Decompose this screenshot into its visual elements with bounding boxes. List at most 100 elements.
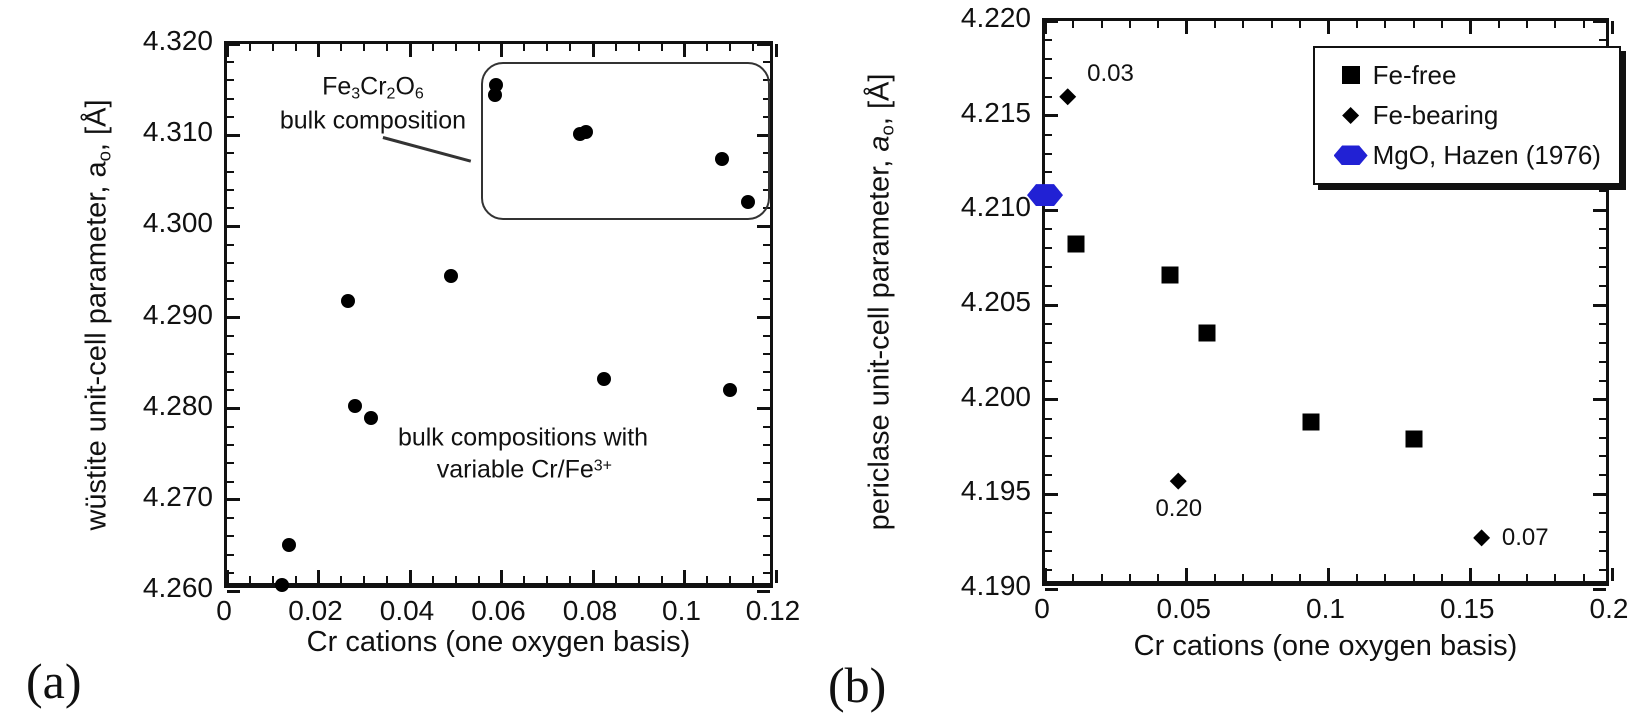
- y-tick: [1045, 19, 1058, 23]
- annotation-text: Fe3Cr2O6: [322, 72, 424, 103]
- x-tick-label: 0.1: [662, 595, 701, 626]
- y-tick: [763, 115, 770, 118]
- y-tick: [763, 61, 770, 64]
- x-tick: [294, 576, 297, 583]
- legend-entry: Fe-free: [1329, 60, 1601, 91]
- y-tick: [1045, 95, 1052, 98]
- annotation-leader-line: [382, 136, 472, 163]
- text-segment: o: [876, 125, 898, 136]
- y-tick: [1599, 341, 1606, 344]
- y-tick: [763, 352, 770, 355]
- x-tick: [1582, 574, 1585, 581]
- y-tick: [1599, 512, 1606, 515]
- x-tick: [660, 44, 663, 51]
- data-point-circle: [364, 410, 379, 425]
- y-tick: [227, 61, 234, 64]
- x-tick: [614, 44, 617, 51]
- x-tick: [1554, 21, 1557, 28]
- x-tick: [1185, 568, 1189, 581]
- x-tick-label: 0: [216, 595, 232, 626]
- y-tick-label: 4.200: [960, 380, 1031, 412]
- x-tick: [1270, 574, 1273, 581]
- x-tick: [386, 576, 389, 583]
- x-tick: [1043, 21, 1047, 34]
- y-tick: [1045, 228, 1052, 231]
- legend-marker-cell: [1329, 145, 1373, 166]
- x-tick: [454, 44, 457, 51]
- y-tick: [763, 280, 770, 283]
- data-point-diamond: [1169, 472, 1187, 490]
- y-tick-label: 4.280: [142, 389, 213, 421]
- x-tick: [500, 44, 503, 57]
- y-tick: [757, 498, 770, 502]
- y-tick-label: 4.260: [142, 572, 213, 603]
- y-tick: [227, 79, 234, 82]
- y-tick: [1593, 208, 1606, 212]
- x-tick: [1440, 21, 1443, 28]
- y-tick: [1045, 133, 1052, 136]
- x-tick: [752, 576, 755, 583]
- y-tick: [227, 42, 240, 46]
- y-tick: [763, 462, 770, 465]
- data-point-circle: [741, 194, 756, 209]
- data-point-diamond: [1473, 529, 1491, 547]
- y-tick-label: 4.290: [142, 298, 213, 330]
- panel-label-a: (a): [26, 653, 82, 709]
- y-tick: [763, 371, 770, 374]
- y-tick: [227, 389, 234, 392]
- y-tick: [1599, 322, 1606, 325]
- plot-area-a: Fe3Cr2O6 bulk composition bulk composition…: [224, 41, 778, 593]
- y-tick-label: 4.210: [960, 191, 1031, 223]
- x-tick: [363, 576, 366, 583]
- text-segment: 2: [386, 85, 396, 103]
- data-point-label: 0.20: [1155, 495, 1203, 523]
- y-tick: [1599, 360, 1606, 363]
- x-tick: [591, 44, 595, 57]
- y-tick: [1599, 455, 1606, 458]
- diamond-legend-icon: [1342, 106, 1360, 124]
- y-tick: [227, 589, 240, 593]
- data-point-circle: [444, 269, 459, 284]
- x-tick: [1525, 21, 1528, 28]
- y-tick: [227, 224, 240, 228]
- y-tick: [1045, 247, 1052, 250]
- x-tick: [340, 44, 343, 51]
- y-tick: [1599, 38, 1606, 41]
- y-tick: [227, 425, 234, 428]
- y-tick: [1599, 474, 1606, 477]
- y-tick: [763, 170, 770, 173]
- y-tick: [227, 571, 234, 574]
- annotation-text: bulk compositions with: [398, 423, 648, 452]
- x-tick-label: 0.2: [1589, 593, 1629, 624]
- y-tick: [1599, 379, 1606, 382]
- y-tick: [1599, 190, 1606, 193]
- x-tick: [1610, 21, 1614, 34]
- y-tick: [763, 243, 770, 246]
- x-tick: [248, 44, 251, 51]
- x-axis-label-b: Cr cations (one oxygen basis): [1133, 630, 1518, 662]
- y-tick-label: 4.270: [142, 480, 213, 512]
- x-tick: [294, 44, 297, 51]
- y-tick: [757, 316, 770, 319]
- y-tick-label: 4.190: [960, 570, 1031, 601]
- legend-marker-cell: [1329, 106, 1373, 124]
- text-segment: Fe: [322, 72, 352, 101]
- text-segment: O: [395, 72, 415, 101]
- x-tick: [706, 576, 709, 583]
- x-tick: [546, 44, 549, 51]
- x-tick: [1100, 21, 1103, 28]
- panel-a: wüstite unit-cell parameter, ao, [Å] Fe3…: [0, 0, 818, 721]
- y-tick: [1045, 114, 1058, 118]
- y-tick: [227, 133, 240, 137]
- x-tick: [340, 576, 343, 583]
- x-tick: [706, 44, 709, 51]
- x-tick: [1214, 574, 1217, 581]
- y-tick: [1599, 569, 1606, 572]
- y-axis-label-periclase: periclase unit-cell parameter, ao, [Å]: [864, 74, 898, 531]
- y-tick: [757, 407, 770, 411]
- y-tick-label: 4.195: [960, 475, 1031, 507]
- x-tick: [1299, 21, 1302, 28]
- x-tick: [637, 576, 640, 583]
- text-segment: wüstite unit-cell parameter, a: [80, 160, 113, 531]
